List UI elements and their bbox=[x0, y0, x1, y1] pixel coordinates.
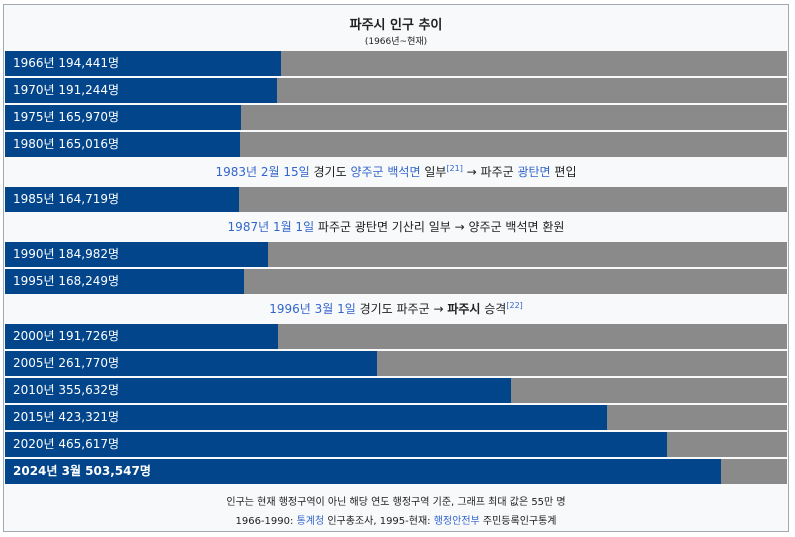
bar-2010 bbox=[5, 378, 511, 403]
bar-row-2005: 2005년 261,770명 bbox=[5, 351, 787, 376]
bar-label-1970: 1970년 191,244명 bbox=[13, 83, 120, 97]
annotation-text: 파주군 광탄면 기산리 일부 → 양주군 백석면 환원 bbox=[314, 220, 565, 234]
bar-1980 bbox=[5, 132, 240, 157]
reference-22[interactable]: [22] bbox=[506, 301, 523, 310]
bar-label-2010: 2010년 355,632명 bbox=[13, 383, 120, 397]
bar-row-2020: 2020년 465,617명 bbox=[5, 432, 787, 457]
link-gwangtan[interactable]: 광탄면 bbox=[517, 165, 551, 179]
annotation-bold: 파주시 bbox=[447, 302, 481, 316]
bar-label-1990: 1990년 184,982명 bbox=[13, 247, 120, 261]
link-statistics-korea[interactable]: 통계청 bbox=[296, 516, 325, 527]
bar-row-1966: 1966년 194,441명 bbox=[5, 51, 787, 76]
bar-row-2024: 2024년 3월 503,547명 bbox=[5, 459, 787, 484]
bar-1995 bbox=[5, 269, 245, 294]
bar-row-2010: 2010년 355,632명 bbox=[5, 378, 787, 403]
annotation-text: 편입 bbox=[550, 165, 577, 179]
bar-row-2000: 2000년 191,726명 bbox=[5, 324, 787, 349]
annotation-text: → 파주군 bbox=[462, 165, 518, 179]
bar-label-2015: 2015년 423,321명 bbox=[13, 410, 120, 424]
bar-row-1980: 1980년 165,016명 bbox=[5, 132, 787, 157]
bar-1970 bbox=[5, 78, 277, 103]
date-link-1983[interactable]: 1983년 2월 15일 bbox=[215, 165, 310, 179]
annotation-1987: 1987년 1월 1일 파주군 광탄면 기산리 일부 → 양주군 백석면 환원 bbox=[5, 215, 787, 240]
bar-1985 bbox=[5, 187, 240, 212]
annotation-text: 경기도 bbox=[309, 165, 351, 179]
footnote-text: 인구총조사, 1995-현재: bbox=[324, 516, 434, 527]
link-yangju-baekseok[interactable]: 양주군 백석면 bbox=[350, 165, 421, 179]
chart-title: 파주시 인구 추이 bbox=[349, 18, 443, 33]
bar-2024 bbox=[5, 459, 721, 484]
date-link-1996[interactable]: 1996년 3월 1일 bbox=[269, 302, 356, 316]
date-link-1987[interactable]: 1987년 1월 1일 bbox=[227, 220, 315, 234]
footnote-line-2: 1966-1990: 통계청 인구총조사, 1995-현재: 행정안전부 주민등… bbox=[4, 512, 788, 527]
bar-label-1995: 1995년 168,249명 bbox=[13, 274, 120, 288]
bar-row-1985: 1985년 164,719명 bbox=[5, 187, 787, 212]
bar-label-2024: 2024년 3월 503,547명 bbox=[13, 464, 151, 478]
bar-1990 bbox=[5, 242, 268, 267]
bar-row-1990: 1990년 184,982명 bbox=[5, 242, 787, 267]
annotation-text: 승격 bbox=[480, 302, 507, 316]
chart-subtitle: (1966년~현재) bbox=[364, 37, 428, 47]
bar-row-1970: 1970년 191,244명 bbox=[5, 78, 787, 103]
bar-label-2005: 2005년 261,770명 bbox=[13, 356, 120, 370]
reference-21[interactable]: [21] bbox=[446, 164, 463, 173]
annotation-1996: 1996년 3월 1일 경기도 파주군 → 파주시 승격[22] bbox=[5, 297, 787, 322]
bar-2015 bbox=[5, 405, 607, 430]
bar-2000 bbox=[5, 324, 278, 349]
bar-label-1985: 1985년 164,719명 bbox=[13, 192, 120, 206]
bar-row-1995: 1995년 168,249명 bbox=[5, 269, 787, 294]
bar-row-1975: 1975년 165,970명 bbox=[5, 105, 787, 130]
annotation-text: 경기도 파주군 → bbox=[355, 302, 448, 316]
bar-1966 bbox=[5, 51, 282, 76]
link-ministry-interior[interactable]: 행정안전부 bbox=[433, 516, 480, 527]
bar-label-1966: 1966년 194,441명 bbox=[13, 56, 120, 70]
bar-label-1980: 1980년 165,016명 bbox=[13, 137, 120, 151]
bar-2005 bbox=[5, 351, 378, 376]
footnote-line-1: 인구는 현재 행정구역이 아닌 해당 연도 행정구역 기준, 그래프 최대 값은… bbox=[226, 497, 566, 508]
population-chart: 파주시 인구 추이 (1966년~현재) 1966년 194,441명 1970… bbox=[3, 4, 789, 532]
bar-2020 bbox=[5, 432, 668, 457]
annotation-1983: 1983년 2월 15일 경기도 양주군 백석면 일부[21] → 파주군 광탄… bbox=[5, 160, 787, 185]
footnote-text: 1966-1990: bbox=[235, 516, 297, 527]
bar-1975 bbox=[5, 105, 241, 130]
annotation-text: 일부 bbox=[420, 165, 447, 179]
bar-label-1975: 1975년 165,970명 bbox=[13, 110, 120, 124]
bar-label-2000: 2000년 191,726명 bbox=[13, 329, 120, 343]
footnote-text: 주민등록인구통계 bbox=[479, 516, 557, 527]
bar-label-2020: 2020년 465,617명 bbox=[13, 437, 120, 451]
bar-row-2015: 2015년 423,321명 bbox=[5, 405, 787, 430]
